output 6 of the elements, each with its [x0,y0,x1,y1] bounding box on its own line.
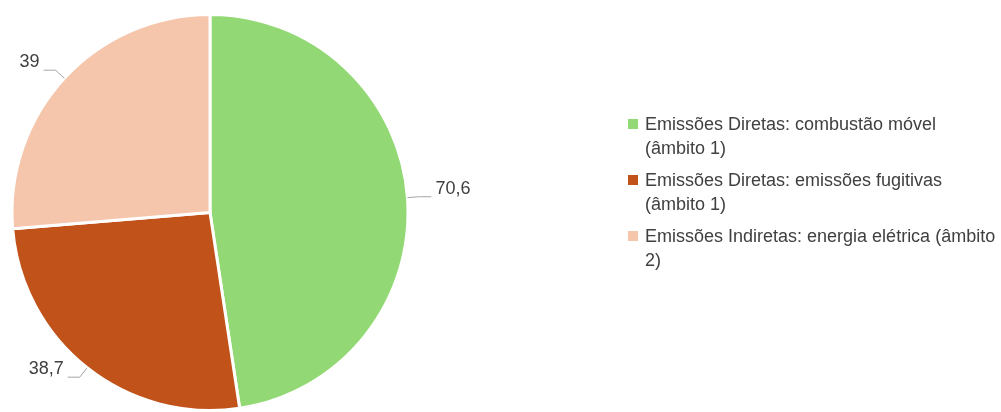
data-label: 70,6 [435,177,471,198]
data-label: 38,7 [28,358,64,379]
legend-label: Emissões Diretas: combustão móvel (âmbito 1) [645,113,938,160]
legend-label: Emissões Diretas: emissões fugitivas (âmbito 1) [645,169,944,216]
legend-label: Emissões Indiretas: energia elétrica (âmbito 2) [645,225,997,272]
data-label: 39 [19,51,40,72]
